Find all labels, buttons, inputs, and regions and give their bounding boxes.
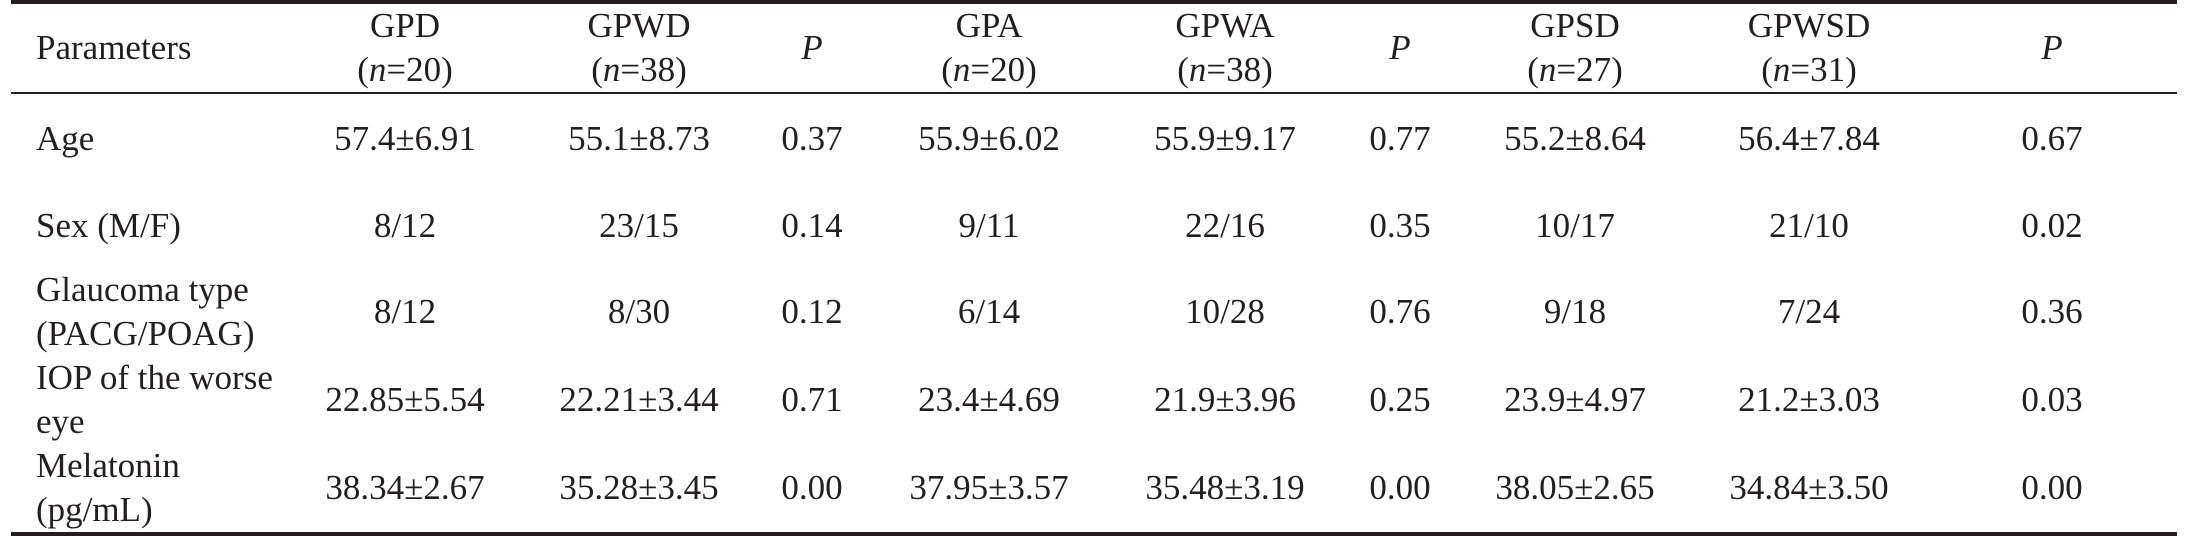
header-gpa: GPA (n=20) (869, 2, 1109, 93)
header-gpd-label: GPD (369, 6, 441, 45)
table-cell: 35.48±3.19 (1145, 468, 1305, 507)
header-row: Parameters GPD (n=20) GPWD (n=38) P GPA … (11, 2, 2177, 93)
table-cell: 0.67 (2021, 119, 2083, 158)
table-cell: 0.14 (781, 206, 843, 245)
header-gpwa: GPWA (n=38) (1109, 2, 1341, 93)
header-gpsd-n: (n=27) (1527, 50, 1623, 89)
table-cell: 0.71 (781, 380, 843, 419)
table-cell: 8/12 (373, 206, 437, 245)
header-p-3: P (2041, 28, 2063, 67)
table-cell: 0.12 (781, 292, 843, 331)
row-parameter-label: Glaucoma type (PACG/POAG) (11, 268, 287, 356)
header-gpsd: GPSD (n=27) (1459, 2, 1691, 93)
table-cell: 23/15 (599, 206, 679, 245)
row-parameter-line: Melatonin (pg/mL) (36, 446, 180, 529)
table-cell: 10/17 (1535, 206, 1615, 245)
table-cell: 23.9±4.97 (1504, 380, 1646, 419)
table-cell: 10/28 (1185, 292, 1265, 331)
table-cell: 55.9±9.17 (1154, 119, 1296, 158)
table-cell: 23.4±4.69 (918, 380, 1060, 419)
table-cell: 0.37 (781, 119, 843, 158)
table-cell: 21/10 (1769, 206, 1849, 245)
header-gpwa-n: (n=38) (1177, 50, 1273, 89)
table-cell: 22.85±5.54 (325, 380, 485, 419)
row-parameter-label: IOP of the worse eye (11, 356, 287, 444)
row-parameter-line: Glaucoma type (36, 270, 249, 309)
table-cell: 8/12 (373, 292, 437, 331)
header-gpwsd-n: (n=31) (1761, 50, 1857, 89)
header-gpd: GPD (n=20) (287, 2, 523, 93)
table-cell: 22/16 (1185, 206, 1265, 245)
table-cell: 55.1±8.73 (568, 119, 710, 158)
table-cell: 0.03 (2021, 380, 2083, 419)
table-cell: 37.95±3.57 (909, 468, 1069, 507)
header-gpwd: GPWD (n=38) (523, 2, 755, 93)
table-cell: 0.00 (2021, 468, 2083, 507)
table-cell: 0.00 (781, 468, 843, 507)
parameters-table: Parameters GPD (n=20) GPWD (n=38) P GPA … (11, 0, 2177, 536)
table-cell: 35.28±3.45 (559, 468, 719, 507)
header-gpd-n: (n=20) (357, 50, 453, 89)
header-p-1: P (801, 28, 823, 67)
table-cell: 9/18 (1543, 292, 1607, 331)
header-gpa-label: GPA (955, 6, 1023, 45)
header-parameters: Parameters (36, 28, 192, 67)
table-row: Age 57.4±6.91 55.1±8.73 0.37 55.9±6.02 55.9±9… (11, 93, 2177, 184)
row-parameter-label: Sex (M/F) (11, 184, 287, 268)
table-cell: 22.21±3.44 (559, 380, 719, 419)
row-parameter-label: Melatonin (pg/mL) (11, 444, 287, 534)
table-cell: 7/24 (1777, 292, 1841, 331)
table-cell: 0.76 (1369, 292, 1431, 331)
header-gpwsd-label: GPWSD (1747, 6, 1871, 45)
table-body: Age 57.4±6.91 55.1±8.73 0.37 55.9±6.02 55.9±9… (11, 93, 2177, 534)
table-cell: 6/14 (957, 292, 1021, 331)
table-cell: 0.25 (1369, 380, 1431, 419)
header-gpwd-n: (n=38) (591, 50, 687, 89)
header-p-2: P (1389, 28, 1411, 67)
table-row: Melatonin (pg/mL) 38.34±2.67 35.28±3.45 0.0… (11, 444, 2177, 534)
table-cell: 38.05±2.65 (1495, 468, 1655, 507)
table-row: Sex (M/F) 8/12 23/15 0.14 9/11 22/16 0.35 10/17… (11, 184, 2177, 268)
table-cell: 0.36 (2021, 292, 2083, 331)
table-row: IOP of the worse eye 22.85±5.54 22.21±3.44… (11, 356, 2177, 444)
row-parameter-line: IOP of the worse eye (36, 358, 273, 441)
header-gpwsd: GPWSD (n=31) (1691, 2, 1927, 93)
table-cell: 21.2±3.03 (1738, 380, 1880, 419)
table-cell: 21.9±3.96 (1154, 380, 1296, 419)
table-cell: 57.4±6.91 (334, 119, 476, 158)
table-cell: 34.84±3.50 (1729, 468, 1889, 507)
row-parameter-label: Age (11, 93, 287, 184)
table-cell: 38.34±2.67 (325, 468, 485, 507)
table-cell: 0.02 (2021, 206, 2083, 245)
table-row: Glaucoma type (PACG/POAG) 8/12 8/30 0.12 6/14… (11, 268, 2177, 356)
table-cell: 8/30 (607, 292, 671, 331)
header-gpwa-label: GPWA (1175, 6, 1275, 45)
table-header: Parameters GPD (n=20) GPWD (n=38) P GPA … (11, 2, 2177, 93)
table-cell: 0.77 (1369, 119, 1431, 158)
row-parameter-line: Sex (M/F) (36, 206, 181, 245)
table-container: Parameters GPD (n=20) GPWD (n=38) P GPA … (11, 0, 2177, 536)
table-cell: 0.00 (1369, 468, 1431, 507)
table-cell: 55.9±6.02 (918, 119, 1060, 158)
table-cell: 0.35 (1369, 206, 1431, 245)
header-gpa-n: (n=20) (941, 50, 1037, 89)
header-gpsd-label: GPSD (1530, 6, 1620, 45)
row-parameter-line: Age (36, 119, 95, 158)
table-cell: 9/11 (958, 206, 1020, 245)
table-cell: 55.2±8.64 (1504, 119, 1646, 158)
row-parameter-line: (PACG/POAG) (36, 314, 255, 353)
header-gpwd-label: GPWD (587, 6, 691, 45)
table-cell: 56.4±7.84 (1738, 119, 1880, 158)
